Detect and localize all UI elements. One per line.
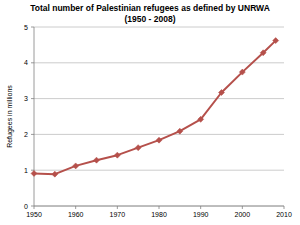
chart-svg: Total number of Palestinian refugees as … (0, 0, 300, 225)
x-tick-label: 1990 (193, 211, 209, 218)
y-tick-label: 2 (24, 131, 28, 138)
x-tick (284, 206, 285, 209)
x-tick (117, 206, 118, 209)
y-tick-label: 1 (24, 167, 28, 174)
y-tick-label: 0 (24, 203, 28, 210)
data-point (260, 50, 266, 56)
x-tick-label: 1960 (68, 211, 84, 218)
y-tick-label: 4 (24, 59, 28, 66)
series-line (34, 41, 276, 175)
x-tick-label: 1980 (151, 211, 167, 218)
grid-line (34, 206, 284, 207)
x-tick-label: 1970 (110, 211, 126, 218)
y-tick-label: 5 (24, 24, 28, 31)
data-point (177, 128, 183, 134)
x-tick-label: 2000 (235, 211, 251, 218)
data-point (198, 116, 204, 122)
data-point (273, 38, 279, 44)
y-tick (31, 27, 34, 28)
data-point (94, 157, 100, 163)
grid-line (34, 170, 284, 171)
data-point (219, 90, 225, 96)
grid-line (34, 62, 284, 63)
y-axis-line (34, 27, 35, 206)
y-tick (31, 62, 34, 63)
y-tick (31, 134, 34, 135)
x-tick (242, 206, 243, 209)
x-tick-label: 1950 (26, 211, 42, 218)
x-tick (75, 206, 76, 209)
chart-title: Total number of Palestinian refugees as … (30, 3, 270, 13)
x-tick-label: 2010 (276, 211, 292, 218)
chart-subtitle: (1950 - 2008) (124, 14, 175, 24)
x-tick (159, 206, 160, 209)
x-tick (200, 206, 201, 209)
data-point (52, 171, 58, 177)
y-tick-label: 3 (24, 95, 28, 102)
data-point (73, 163, 79, 169)
grid-line (34, 134, 284, 135)
grid-line (34, 27, 284, 28)
data-point (156, 137, 162, 143)
background (0, 0, 300, 225)
data-point (135, 145, 141, 151)
data-point (114, 152, 120, 158)
y-tick (31, 206, 34, 207)
x-tick (34, 206, 35, 209)
chart-container: Total number of Palestinian refugees as … (0, 0, 300, 225)
y-tick (31, 98, 34, 99)
x-axis-line (34, 206, 284, 207)
data-point (31, 170, 37, 176)
grid-line (34, 98, 284, 99)
y-axis-label: Refugees in millions (6, 85, 14, 148)
plot-area (31, 38, 279, 178)
data-point (239, 69, 245, 75)
